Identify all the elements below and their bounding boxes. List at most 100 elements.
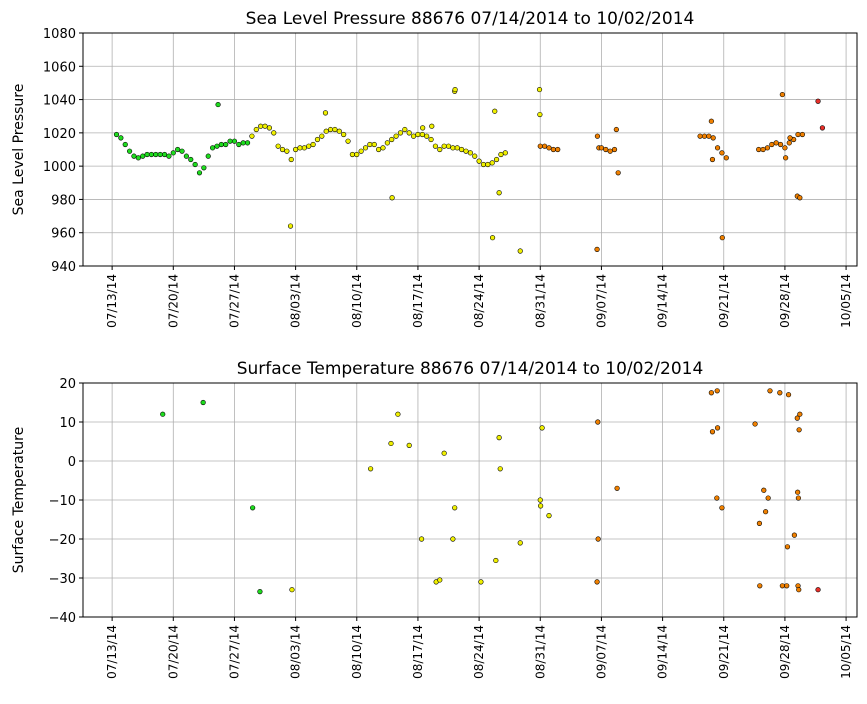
point: [144, 151, 150, 158]
y-tick-label: 20: [59, 377, 76, 392]
point: [218, 141, 224, 148]
point: [615, 170, 621, 176]
point: [819, 125, 826, 131]
x-tick-label: 08/10/14: [350, 274, 364, 328]
point: [250, 505, 256, 511]
series: [249, 86, 543, 254]
point: [493, 557, 499, 564]
point: [714, 388, 720, 394]
point: [719, 505, 725, 511]
point: [489, 235, 496, 241]
point: [763, 509, 769, 515]
point: [550, 146, 556, 153]
point: [542, 143, 548, 149]
point: [332, 126, 338, 133]
point: [478, 579, 484, 585]
point: [709, 156, 716, 163]
point: [354, 151, 360, 158]
x-tick-label: 10/05/14: [839, 274, 853, 328]
point: [310, 141, 316, 148]
point: [122, 141, 128, 148]
point: [341, 131, 347, 138]
point: [388, 440, 394, 447]
point: [428, 136, 434, 143]
point: [284, 148, 290, 154]
y-tick-label: 1040: [43, 94, 76, 109]
y-tick-label: 960: [51, 227, 76, 242]
point: [765, 495, 771, 501]
point: [201, 165, 207, 171]
point: [498, 151, 504, 158]
point: [796, 587, 802, 593]
point: [192, 161, 198, 168]
point: [760, 146, 766, 153]
point: [244, 140, 251, 146]
point: [419, 131, 425, 138]
point: [183, 153, 189, 159]
point: [389, 136, 395, 143]
point: [210, 145, 216, 151]
point: [502, 150, 508, 156]
point: [764, 145, 771, 151]
point: [497, 466, 503, 472]
x-tick-label: 08/17/14: [411, 274, 425, 328]
point: [266, 125, 273, 131]
point: [415, 131, 421, 138]
point: [301, 145, 307, 151]
point: [795, 495, 801, 501]
point: [223, 141, 229, 148]
point: [723, 155, 729, 161]
point: [517, 540, 523, 546]
x-tick-label: 09/28/14: [778, 625, 792, 679]
point: [756, 146, 762, 153]
x-tick-label: 09/07/14: [594, 274, 608, 328]
point: [258, 123, 264, 129]
point: [380, 145, 386, 151]
point: [368, 466, 374, 472]
point: [437, 577, 443, 583]
point: [397, 130, 404, 136]
point: [289, 587, 295, 593]
point: [783, 155, 789, 161]
point: [714, 495, 720, 501]
point: [517, 248, 523, 254]
x-tick-label: 09/28/14: [778, 274, 792, 328]
point: [697, 133, 703, 139]
point: [779, 583, 785, 589]
y-tick-label: 1080: [43, 27, 76, 42]
point: [799, 131, 805, 138]
point: [459, 146, 465, 153]
point: [418, 536, 425, 542]
point: [538, 503, 544, 509]
point: [257, 589, 263, 595]
point: [140, 153, 146, 159]
series: [815, 587, 821, 593]
point: [214, 143, 220, 149]
x-tick-label: 08/24/14: [472, 625, 486, 679]
point: [537, 111, 543, 118]
point: [271, 130, 277, 136]
point: [595, 536, 601, 542]
chart-title: Sea Level Pressure 88676 07/14/2014 to 1…: [246, 9, 695, 29]
series: [537, 91, 805, 252]
point: [205, 153, 211, 159]
point: [279, 146, 286, 153]
point: [496, 435, 502, 441]
point: [598, 145, 605, 151]
point: [756, 520, 763, 527]
point: [795, 131, 801, 138]
plot-frame: [82, 382, 858, 618]
point: [170, 150, 176, 156]
x-tick-label: 08/31/14: [533, 274, 547, 328]
point: [787, 135, 793, 141]
x-tick-label: 07/27/14: [227, 625, 241, 679]
point: [249, 133, 255, 139]
point: [796, 427, 802, 433]
x-tick-label: 07/20/14: [166, 274, 180, 328]
point: [160, 411, 166, 417]
point: [131, 153, 137, 159]
point: [701, 133, 708, 139]
point: [769, 141, 775, 148]
point: [432, 143, 439, 149]
point: [555, 146, 561, 153]
